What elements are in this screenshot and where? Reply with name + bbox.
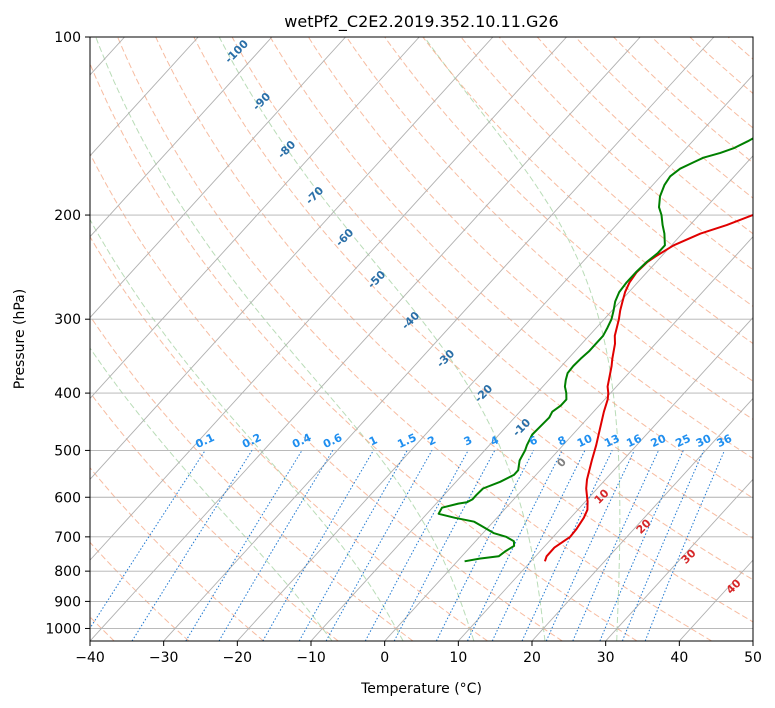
- y-tick-label: 500: [54, 443, 81, 459]
- x-tick-label: −30: [149, 650, 179, 666]
- isobars-grid: [90, 37, 753, 629]
- dry-adiabat: [117, 37, 712, 641]
- x-tick-label: 50: [744, 650, 762, 666]
- mixing-ratio-line: [325, 450, 433, 641]
- mixing-ratio-line: [185, 450, 303, 641]
- dry-adiabat: [269, 37, 753, 499]
- y-tick-label: 300: [54, 312, 81, 328]
- mixing-ratio-line: [393, 450, 496, 641]
- x-tick-label: −10: [296, 650, 326, 666]
- dry-adiabat: [193, 37, 753, 581]
- moist-adiabats: [90, 37, 621, 641]
- moist-adiabat: [90, 218, 404, 641]
- isotherms-grid: [90, 37, 753, 641]
- mixing-ratio-line: [90, 450, 206, 630]
- mixing-ratio-label: 16: [624, 432, 644, 450]
- x-tick-label: 30: [597, 650, 615, 666]
- dry-adiabat: [90, 152, 563, 641]
- moist-adiabat: [218, 37, 546, 641]
- y-axis-title: Pressure (hPa): [12, 289, 28, 389]
- mixing-ratio-label: 10: [575, 432, 595, 450]
- x-tick-label: −40: [75, 650, 105, 666]
- dry-adiabat: [231, 37, 753, 540]
- isotherm-line: [605, 478, 753, 641]
- mixing-ratio-line: [131, 450, 253, 641]
- dry-adiabat: [384, 37, 753, 382]
- dry-adiabat: [90, 315, 414, 641]
- x-axis-title: Temperature (°C): [360, 681, 482, 697]
- isotherm-line: [163, 37, 715, 641]
- y-tick-label: 200: [54, 208, 81, 224]
- dry-adiabat: [422, 37, 753, 345]
- dry-adiabat: [90, 391, 339, 641]
- profile-line: [437, 137, 753, 563]
- isotherm-line: [90, 37, 641, 641]
- mixing-ratio-line: [262, 450, 374, 641]
- mixing-ratio-line: [621, 450, 705, 641]
- chart-title: wetPf2_C2E2.2019.352.10.11.G26: [284, 12, 558, 32]
- mixing-ratio-line: [435, 450, 535, 641]
- isotherm-line: [310, 155, 753, 641]
- mixing-ratio-label: 25: [673, 432, 692, 450]
- y-axis: 100 200 300 400 500 600 700 800 900 1000: [45, 30, 90, 637]
- dry-adiabat: [613, 37, 753, 164]
- isotherm-line: [237, 74, 753, 641]
- plot-frame: [89, 36, 754, 642]
- moist-adiabat: [90, 347, 333, 641]
- isotherm-line: [458, 316, 753, 641]
- y-tick-label: 1000: [45, 621, 81, 637]
- mixing-ratio-lines: [90, 450, 725, 641]
- x-tick-label: 20: [523, 650, 541, 666]
- y-tick-label: 400: [54, 386, 81, 402]
- isotherm-line: [90, 37, 567, 561]
- isotherm-line: [90, 37, 494, 480]
- y-tick-label: 600: [54, 490, 81, 506]
- moist-adiabat: [423, 37, 621, 641]
- dry-adiabat: [90, 467, 264, 641]
- mixing-ratio-label: 30: [694, 432, 714, 450]
- dry-adiabat: [90, 62, 638, 641]
- y-tick-label: 900: [54, 594, 81, 610]
- isotherm-line: [90, 37, 273, 238]
- isotherm-line: [531, 397, 753, 641]
- dry-adiabat: [155, 37, 753, 623]
- mixing-ratio-label: 36: [715, 432, 735, 450]
- isotherm-line: [90, 37, 346, 319]
- x-tick-label: −20: [223, 650, 253, 666]
- x-axis: −40 −30 −20 −10 0 10 20 30 40 50: [75, 641, 762, 666]
- x-tick-label: 10: [449, 650, 467, 666]
- plot-area: -100-90-80-70-60-50-40-30-20-10010203040…: [90, 37, 753, 641]
- y-tick-label: 100: [54, 30, 81, 46]
- mixing-ratio-label: 20: [649, 432, 669, 450]
- isotherm-line: [384, 236, 753, 641]
- mixing-ratio-line: [298, 450, 408, 641]
- mixing-ratio-line: [644, 450, 725, 641]
- y-tick-label: 700: [54, 530, 81, 546]
- mixing-ratio-label: 13: [602, 432, 621, 450]
- mixing-ratio-line: [364, 450, 469, 641]
- x-tick-label: 0: [380, 650, 389, 666]
- mixing-ratio-line: [491, 450, 586, 641]
- x-tick-label: 40: [670, 650, 688, 666]
- mixing-ratio-line: [521, 450, 613, 641]
- dry-adiabat: [90, 235, 488, 641]
- profile-series: [437, 137, 753, 563]
- dry-adiabats: [90, 37, 753, 641]
- isotherm-line: [90, 37, 199, 157]
- y-tick-label: 800: [54, 564, 81, 580]
- isotherm-line: [90, 37, 420, 400]
